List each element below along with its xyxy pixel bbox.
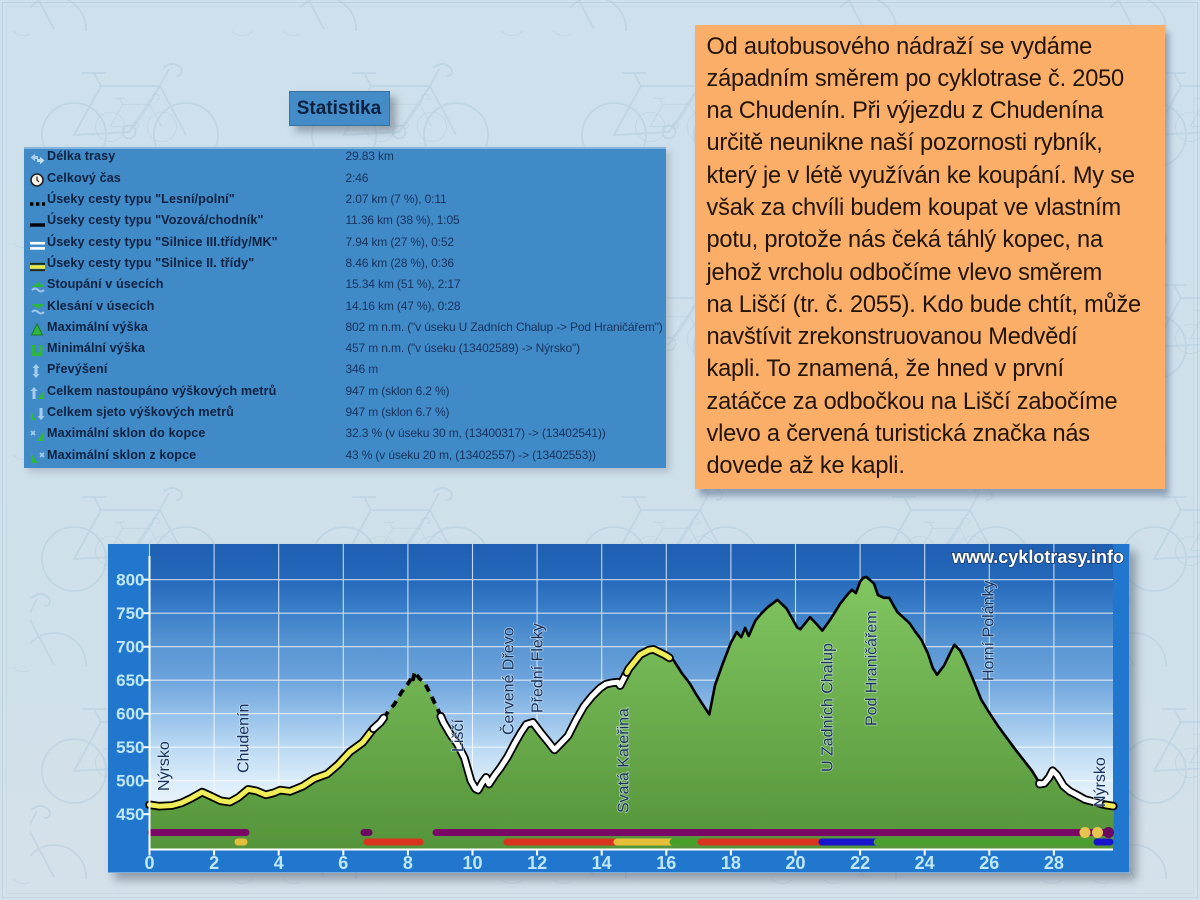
- svg-text:700: 700: [116, 638, 144, 657]
- svg-text:Svatá Kateřina: Svatá Kateřina: [616, 708, 633, 813]
- svg-text:450: 450: [116, 805, 144, 824]
- svg-text:500: 500: [116, 772, 144, 791]
- svg-text:Přední Fleky: Přední Fleky: [530, 623, 547, 713]
- svg-text:Červené Dřevo: Červené Dřevo: [499, 627, 518, 735]
- svg-text:14: 14: [592, 853, 612, 873]
- svg-text:4: 4: [274, 853, 284, 873]
- svg-text:18: 18: [721, 853, 741, 873]
- svg-text:Horní Polánky: Horní Polánky: [981, 581, 998, 682]
- svg-text:U Zadních Chalup: U Zadních Chalup: [820, 643, 837, 772]
- svg-text:550: 550: [116, 738, 144, 757]
- svg-text:20: 20: [785, 853, 805, 873]
- svg-text:Nýrsko: Nýrsko: [156, 741, 173, 791]
- svg-text:600: 600: [116, 705, 144, 724]
- svg-text:24: 24: [915, 853, 935, 873]
- svg-text:6: 6: [338, 853, 348, 873]
- svg-text:Liščí: Liščí: [450, 719, 467, 752]
- svg-text:12: 12: [527, 853, 547, 873]
- svg-text:650: 650: [116, 671, 144, 690]
- svg-text:0: 0: [144, 853, 154, 873]
- svg-text:8: 8: [403, 853, 413, 873]
- svg-text:26: 26: [979, 853, 999, 873]
- svg-text:2: 2: [209, 853, 219, 873]
- svg-text:28: 28: [1044, 853, 1064, 873]
- svg-text:Chudenín: Chudenín: [236, 704, 253, 773]
- svg-text:750: 750: [116, 604, 144, 623]
- svg-text:800: 800: [116, 571, 144, 590]
- svg-text:22: 22: [850, 853, 870, 873]
- svg-text:10: 10: [462, 853, 482, 873]
- svg-text:Nýrsko: Nýrsko: [1092, 757, 1109, 807]
- svg-text:Pod Hraničářem: Pod Hraničářem: [864, 610, 881, 726]
- svg-text:www.cyklotrasy.info: www.cyklotrasy.info: [951, 547, 1124, 567]
- svg-text:16: 16: [656, 853, 676, 873]
